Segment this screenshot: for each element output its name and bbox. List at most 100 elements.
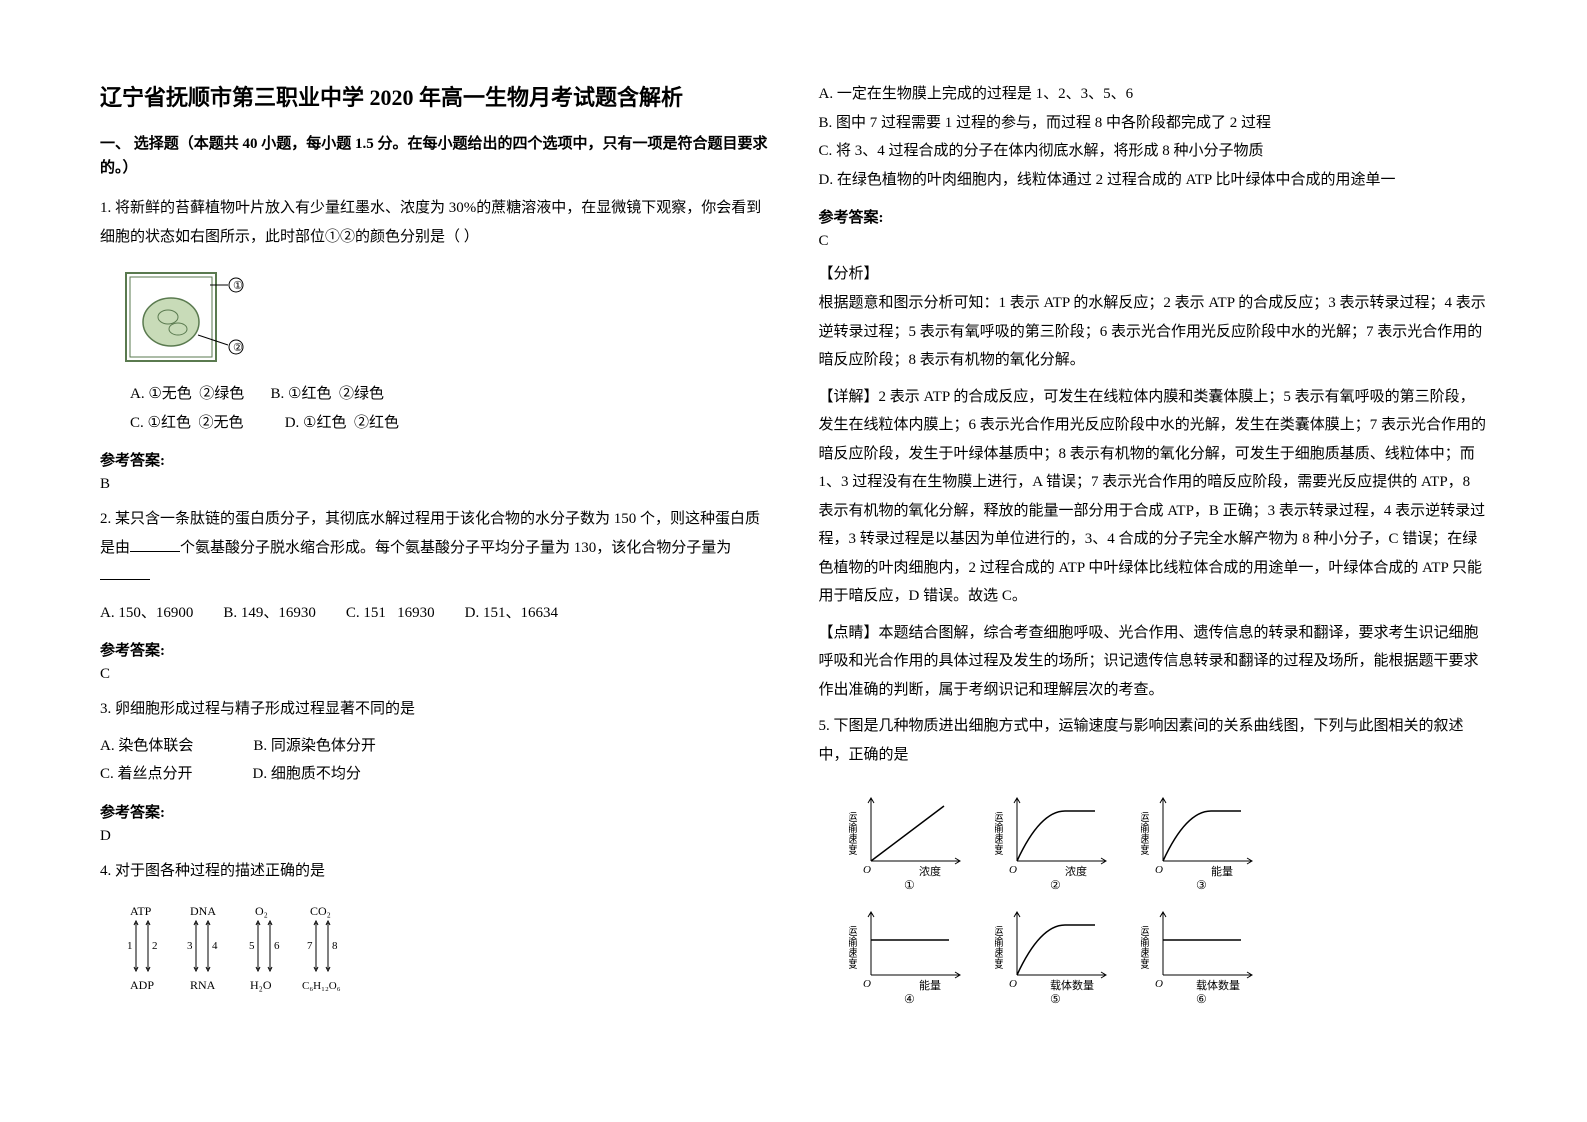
chart-4: 运输速度 O 能量 ④ (849, 905, 969, 1005)
q3-answer: D (100, 828, 769, 845)
svg-text:O₂: O₂ (255, 904, 268, 918)
svg-text:CO₂: CO₂ (310, 904, 331, 918)
q4-text: 4. 对于图各种过程的描述正确的是 (100, 857, 769, 886)
q1-optC: C. ①红色 ②无色 (130, 415, 243, 431)
q3-text: 3. 卵细胞形成过程与精子形成过程显著不同的是 (100, 695, 769, 724)
q1-optA: A. ①无色 ②绿色 (130, 386, 244, 402)
svg-text:运输速度: 运输速度 (995, 811, 1004, 856)
question-4: 4. 对于图各种过程的描述正确的是 (100, 857, 769, 886)
svg-text:浓度: 浓度 (1065, 864, 1087, 878)
svg-text:1: 1 (127, 940, 133, 952)
q4-optD: D. 在绿色植物的叶肉细胞内，线粒体通过 2 过程合成的 ATP 比叶绿体中合成… (819, 166, 1488, 195)
point-label: 【点睛】 (819, 625, 879, 641)
q3-optB: B. 同源染色体分开 (253, 738, 376, 754)
cell-diagram: ① ② (120, 267, 769, 372)
svg-text:8: 8 (332, 940, 338, 952)
svg-text:能量: 能量 (919, 978, 941, 992)
svg-text:4: 4 (212, 940, 218, 952)
chart-grid: 运输速度 O 浓度 ① 运输速度 O 浓度 ② 运输速度 O 能量 ③ (849, 791, 1488, 1005)
q3-optA: A. 染色体联会 (100, 738, 193, 754)
chart-2: 运输速度 O 浓度 ② (995, 791, 1115, 891)
svg-text:⑥: ⑥ (1196, 992, 1207, 1005)
svg-text:5: 5 (249, 940, 255, 952)
svg-text:运输速度: 运输速度 (995, 925, 1004, 970)
question-5: 5. 下图是几种物质进出细胞方式中，运输速度与影响因素间的关系曲线图，下列与此图… (819, 712, 1488, 769)
q4-answer: C (819, 233, 1488, 250)
left-column: 辽宁省抚顺市第三职业中学 2020 年高一生物月考试题含解析 一、 选择题（本题… (100, 80, 769, 1082)
svg-text:RNA: RNA (190, 978, 216, 992)
chart-3: 运输速度 O 能量 ③ (1141, 791, 1261, 891)
blank-line (100, 566, 150, 580)
q3-answer-label: 参考答案: (100, 801, 769, 822)
svg-text:O: O (1009, 978, 1017, 990)
question-2: 2. 某只含一条肽链的蛋白质分子，其彻底水解过程用于该化合物的水分子数为 150… (100, 505, 769, 591)
svg-text:运输速度: 运输速度 (1141, 925, 1150, 970)
section-header: 一、 选择题（本题共 40 小题，每小题 1.5 分。在每小题给出的四个选项中，… (100, 132, 769, 180)
q4-analysis-3: 【点睛】本题结合图解，综合考查细胞呼吸、光合作用、遗传信息的转录和翻译，要求考生… (819, 619, 1488, 705)
document-title: 辽宁省抚顺市第三职业中学 2020 年高一生物月考试题含解析 (100, 80, 769, 112)
svg-text:②: ② (233, 342, 243, 354)
svg-text:O: O (863, 978, 871, 990)
q2-options: A. 150、16900 B. 149、16930 C. 151 16930 D… (100, 599, 769, 628)
right-column: A. 一定在生物膜上完成的过程是 1、2、3、5、6 B. 图中 7 过程需要 … (819, 80, 1488, 1082)
svg-text:O: O (863, 864, 871, 876)
q1-optB: B. ①红色 ②绿色 (271, 386, 384, 402)
chart-5: 运输速度 O 载体数量 ⑤ (995, 905, 1115, 1005)
svg-text:DNA: DNA (190, 904, 216, 918)
q5-text: 5. 下图是几种物质进出细胞方式中，运输速度与影响因素间的关系曲线图，下列与此图… (819, 712, 1488, 769)
q1-options: A. ①无色 ②绿色 B. ①红色 ②绿色 C. ①红色 ②无色 D. ①红色 … (100, 380, 769, 437)
question-3: 3. 卵细胞形成过程与精子形成过程显著不同的是 (100, 695, 769, 724)
svg-text:①: ① (904, 878, 915, 891)
svg-text:能量: 能量 (1211, 864, 1233, 878)
svg-text:①: ① (233, 280, 243, 292)
q3-options: A. 染色体联会 B. 同源染色体分开 C. 着丝点分开 D. 细胞质不均分 (100, 732, 769, 789)
q2-text-2: 个氨基酸分子脱水缩合形成。每个氨基酸分子平均分子量为 130，该化合物分子量为 (180, 540, 731, 556)
blank-line (130, 538, 180, 552)
svg-text:运输速度: 运输速度 (849, 811, 858, 856)
svg-text:O: O (1155, 978, 1163, 990)
svg-text:载体数量: 载体数量 (1196, 978, 1240, 992)
svg-text:③: ③ (1196, 878, 1207, 891)
svg-text:6: 6 (274, 940, 280, 952)
q2-answer: C (100, 666, 769, 683)
q4-optA: A. 一定在生物膜上完成的过程是 1、2、3、5、6 (819, 80, 1488, 109)
svg-text:⑤: ⑤ (1050, 992, 1061, 1005)
q4-analysis-2: 【详解】2 表示 ATP 的合成反应，可发生在线粒体内膜和类囊体膜上；5 表示有… (819, 383, 1488, 611)
q2-optC: C. 151 16930 (346, 605, 435, 621)
q2-optD: D. 151、16634 (465, 605, 558, 621)
detail-label: 【详解】 (819, 389, 879, 405)
q4-answer-label: 参考答案: (819, 206, 1488, 227)
question-1: 1. 将新鲜的苔藓植物叶片放入有少量红墨水、浓度为 30%的蔗糖溶液中，在显微镜… (100, 194, 769, 251)
q4-analysis-1: 根据题意和图示分析可知：1 表示 ATP 的水解反应；2 表示 ATP 的合成反… (819, 289, 1488, 375)
svg-text:C₆H₁₂O₆: C₆H₁₂O₆ (302, 980, 341, 992)
q4-analysis-label: 【分析】 (819, 262, 1488, 283)
q2-optA: A. 150、16900 (100, 605, 193, 621)
chart-1: 运输速度 O 浓度 ① (849, 791, 969, 891)
svg-text:ATP: ATP (130, 904, 152, 918)
svg-text:7: 7 (307, 940, 313, 952)
q3-optC: C. 着丝点分开 (100, 766, 193, 782)
atp-diagram: ATP DNA O₂ CO₂ 1 2 3 4 5 6 7 8 ADP R (120, 901, 769, 1006)
q3-optD: D. 细胞质不均分 (253, 766, 361, 782)
svg-text:④: ④ (904, 992, 915, 1005)
q2-answer-label: 参考答案: (100, 639, 769, 660)
chart-6: 运输速度 O 载体数量 ⑥ (1141, 905, 1261, 1005)
svg-text:O: O (1009, 864, 1017, 876)
q4-optB: B. 图中 7 过程需要 1 过程的参与，而过程 8 中各阶段都完成了 2 过程 (819, 109, 1488, 138)
q1-answer-label: 参考答案: (100, 449, 769, 470)
q4-options: A. 一定在生物膜上完成的过程是 1、2、3、5、6 B. 图中 7 过程需要 … (819, 80, 1488, 194)
q1-optD: D. ①红色 ②红色 (285, 415, 399, 431)
q1-answer: B (100, 476, 769, 493)
svg-text:运输速度: 运输速度 (849, 925, 858, 970)
svg-text:O: O (1155, 864, 1163, 876)
svg-text:运输速度: 运输速度 (1141, 811, 1150, 856)
svg-text:②: ② (1050, 878, 1061, 891)
q2-optB: B. 149、16930 (223, 605, 316, 621)
svg-text:载体数量: 载体数量 (1050, 978, 1094, 992)
svg-text:ADP: ADP (130, 978, 154, 992)
svg-text:H₂O: H₂O (250, 978, 272, 992)
svg-text:2: 2 (152, 940, 158, 952)
q1-text: 1. 将新鲜的苔藓植物叶片放入有少量红墨水、浓度为 30%的蔗糖溶液中，在显微镜… (100, 194, 769, 251)
svg-text:3: 3 (187, 940, 193, 952)
svg-text:浓度: 浓度 (919, 864, 941, 878)
